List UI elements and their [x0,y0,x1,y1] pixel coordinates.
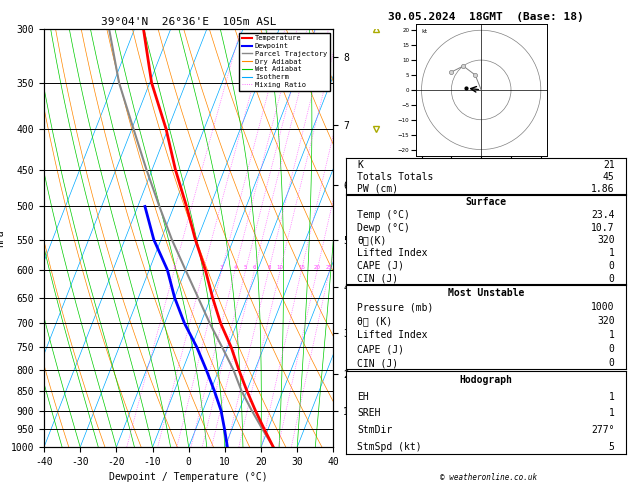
Text: © weatheronline.co.uk: © weatheronline.co.uk [440,473,538,482]
Text: 6: 6 [253,265,257,270]
Text: 0: 0 [609,261,615,271]
Text: 1: 1 [172,265,176,270]
Text: Temp (°C): Temp (°C) [357,210,410,220]
Text: 0: 0 [609,274,615,284]
Legend: Temperature, Dewpoint, Parcel Trajectory, Dry Adiabat, Wet Adiabat, Isotherm, Mi: Temperature, Dewpoint, Parcel Trajectory… [239,33,330,90]
Text: 3: 3 [220,265,223,270]
Title: 39°04'N  26°36'E  105m ASL: 39°04'N 26°36'E 105m ASL [101,17,277,27]
Text: 320: 320 [597,316,615,326]
Text: Surface: Surface [465,197,506,208]
Text: StmDir: StmDir [357,425,392,435]
Text: 15: 15 [298,265,305,270]
Y-axis label: hPa: hPa [0,229,5,247]
Text: 4: 4 [233,265,237,270]
Y-axis label: km
ASL: km ASL [365,238,383,260]
Text: CIN (J): CIN (J) [357,274,398,284]
Text: 10: 10 [277,265,284,270]
Text: 21: 21 [603,159,615,170]
Text: 2: 2 [202,265,206,270]
Text: 5: 5 [244,265,247,270]
Text: CIN (J): CIN (J) [357,358,398,368]
Text: StmSpd (kt): StmSpd (kt) [357,442,422,452]
Text: 0: 0 [609,344,615,354]
Text: 25: 25 [326,265,333,270]
Text: PW (cm): PW (cm) [357,184,398,194]
Text: 1: 1 [609,330,615,340]
Text: kt: kt [421,29,428,34]
Text: 30.05.2024  18GMT  (Base: 18): 30.05.2024 18GMT (Base: 18) [388,12,584,22]
Text: 10.7: 10.7 [591,223,615,233]
Text: 277°: 277° [591,425,615,435]
Text: CAPE (J): CAPE (J) [357,344,404,354]
Text: 8: 8 [267,265,270,270]
Text: 1: 1 [609,248,615,258]
Text: Dewp (°C): Dewp (°C) [357,223,410,233]
Text: K: K [357,159,363,170]
Text: LCL: LCL [357,392,369,398]
Text: Lifted Index: Lifted Index [357,248,428,258]
Text: 1: 1 [609,408,615,418]
Text: 5: 5 [609,442,615,452]
Text: 1000: 1000 [591,302,615,312]
Text: Pressure (mb): Pressure (mb) [357,302,433,312]
Text: 1: 1 [609,392,615,402]
Text: 23.4: 23.4 [591,210,615,220]
Text: θᴇ (K): θᴇ (K) [357,316,392,326]
Text: 20: 20 [314,265,321,270]
Text: SREH: SREH [357,408,381,418]
Text: Totals Totals: Totals Totals [357,172,433,182]
Text: CAPE (J): CAPE (J) [357,261,404,271]
Text: Most Unstable: Most Unstable [448,288,524,298]
X-axis label: Dewpoint / Temperature (°C): Dewpoint / Temperature (°C) [109,472,268,483]
Text: Hodograph: Hodograph [459,375,513,385]
Text: 320: 320 [597,236,615,245]
Text: 0: 0 [609,358,615,368]
Text: Lifted Index: Lifted Index [357,330,428,340]
Text: 45: 45 [603,172,615,182]
Text: EH: EH [357,392,369,402]
Text: 1.86: 1.86 [591,184,615,194]
Text: θᴇ(K): θᴇ(K) [357,236,387,245]
